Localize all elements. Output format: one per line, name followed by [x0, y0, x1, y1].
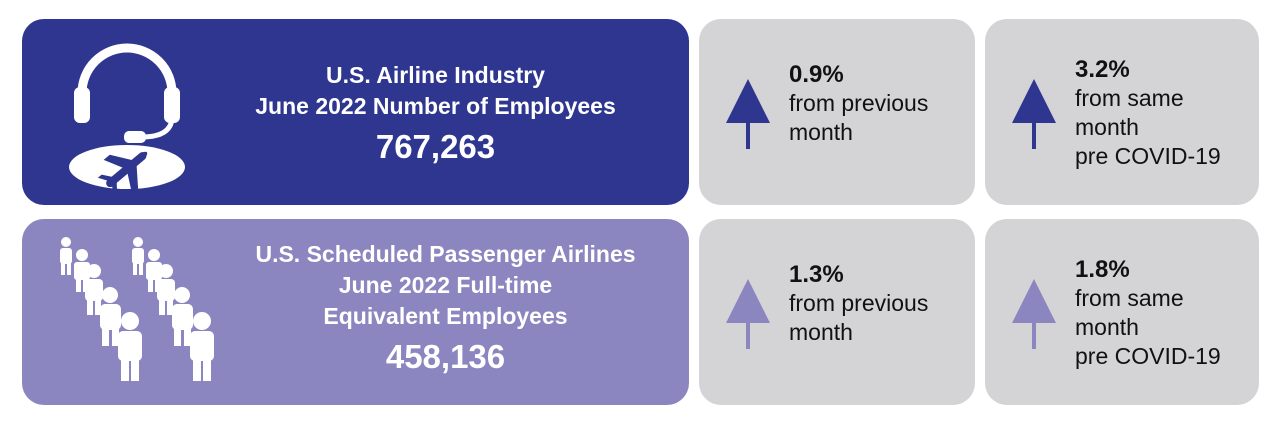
fte-count: 458,136	[385, 338, 506, 375]
stat-label-line: pre COVID-19	[1075, 143, 1221, 169]
stat-card-previous-month: 1.3% from previous month	[699, 219, 975, 405]
stat-label-line: from same	[1075, 285, 1184, 311]
headline-line-1: U.S. Airline Industry	[326, 62, 545, 88]
stat-label-line: month	[789, 319, 853, 345]
stat-card-pre-covid: 1.8% from same month pre COVID-19	[985, 219, 1259, 405]
stat-text: 3.2% from same month pre COVID-19	[1075, 55, 1221, 171]
stat-card-pre-covid: 3.2% from same month pre COVID-19	[985, 19, 1259, 205]
people-group-icon	[60, 237, 214, 381]
stat-percent: 1.8%	[1075, 256, 1130, 283]
employee-count: 767,263	[375, 128, 496, 165]
stat-percent: 1.3%	[789, 261, 844, 288]
headset-plane-icon	[69, 43, 185, 191]
stat-label-line: from previous	[789, 290, 929, 316]
stat-label-line: from previous	[789, 90, 929, 116]
stat-percent: 0.9%	[789, 61, 844, 88]
headline-line-1: U.S. Scheduled Passenger Airlines	[255, 241, 636, 267]
headline-line-3: Equivalent Employees	[323, 303, 568, 329]
stat-label-line: month	[1075, 114, 1139, 140]
arrow-up-icon	[1012, 279, 1056, 349]
stat-text: 1.3% from previous month	[789, 260, 928, 347]
stat-label-line: pre COVID-19	[1075, 343, 1221, 369]
stat-label-line: month	[1075, 314, 1139, 340]
stat-text: 0.9% from previous month	[789, 60, 928, 147]
passenger-airlines-headline: U.S. Scheduled Passenger Airlines June 2…	[232, 239, 659, 380]
arrow-up-icon	[1012, 79, 1056, 149]
stat-label-line: from same	[1075, 85, 1184, 111]
arrow-up-icon	[726, 79, 770, 149]
stat-percent: 3.2%	[1075, 56, 1130, 83]
headline-line-2: June 2022 Number of Employees	[255, 93, 616, 119]
stat-label-line: month	[789, 119, 853, 145]
arrow-up-icon	[726, 279, 770, 349]
airline-industry-headline: U.S. Airline Industry June 2022 Number o…	[222, 60, 649, 170]
stat-text: 1.8% from same month pre COVID-19	[1075, 255, 1221, 371]
stat-card-previous-month: 0.9% from previous month	[699, 19, 975, 205]
headline-line-2: June 2022 Full-time	[338, 272, 553, 298]
airline-industry-card: U.S. Airline Industry June 2022 Number o…	[22, 19, 689, 205]
scheduled-passenger-airlines-card: U.S. Scheduled Passenger Airlines June 2…	[22, 219, 689, 405]
